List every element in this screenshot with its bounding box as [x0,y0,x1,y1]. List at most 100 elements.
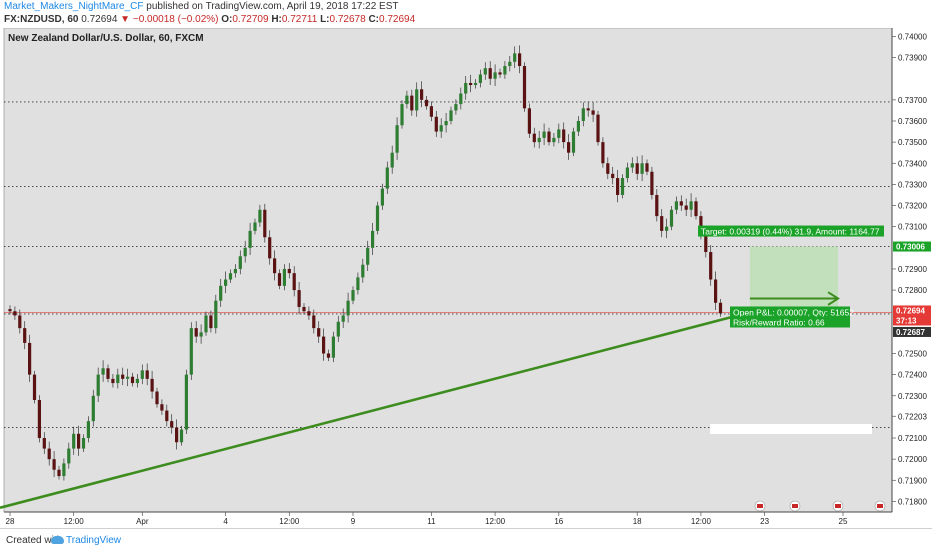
candle [57,465,61,480]
open-label: O: [221,14,233,25]
candle [562,122,566,149]
chart-area[interactable]: New Zealand Dollar/U.S. Dollar, 60, FXCM… [0,27,932,528]
price-chart[interactable]: New Zealand Dollar/U.S. Dollar, 60, FXCM… [0,27,932,528]
candle [709,245,713,286]
x-tick-label: 16 [554,517,563,526]
candle-body [336,321,340,337]
candle [346,292,350,323]
candle-body [62,463,66,477]
candle [91,389,95,427]
candle [714,271,718,310]
candle-body [96,374,100,396]
candle [611,166,615,185]
candle-body [576,120,580,132]
x-tick-label: 4 [223,517,228,526]
candle [459,87,463,110]
y-tick-label: 0.73700 [898,96,927,105]
price-tag-last: 0.72694 [896,306,925,315]
candle-body [86,421,90,439]
candle-body [204,315,208,333]
y-tick-label: 0.71900 [898,476,927,485]
candle [214,294,218,334]
candle-body [253,222,257,231]
candle [297,282,301,315]
candle-body [67,448,71,464]
low-value: 0.72678 [329,14,366,25]
candle-body [665,226,669,231]
candle-body [616,178,620,195]
low-label: L: [320,14,330,25]
candle [596,110,600,146]
tradingview-link[interactable]: TradingView [66,535,122,546]
candle [155,387,159,408]
candle [219,278,223,307]
candle-body [307,311,311,316]
candle [645,159,649,176]
candle-body [243,247,247,257]
candle-body [704,235,708,253]
candle-body [400,104,404,126]
candle-body [52,459,56,470]
candle-body [625,167,629,179]
candle-body [150,378,154,392]
candle-body [415,89,419,111]
x-tick-label: 18 [633,517,642,526]
candle [77,425,81,456]
event-flag-stripe [835,504,841,508]
candle-body [361,264,365,278]
candle-body [13,311,17,316]
candle [547,127,551,146]
candle-body [684,205,688,210]
candle [518,45,522,74]
candle-body [380,188,384,206]
y-tick-label: 0.72500 [898,349,927,358]
change-value: −0.00018 (−0.02%) [132,14,219,25]
candle [439,118,443,138]
candle-body [518,53,522,67]
author-link[interactable]: Market_Makers_NightMare_CF [4,1,144,12]
candle [47,441,51,466]
candle-body [219,285,223,301]
candle-body [611,173,615,179]
candle-body [469,82,473,86]
candle-body [674,201,678,210]
chart-title: New Zealand Dollar/U.S. Dollar, 60, FXCM [8,33,204,44]
candle [67,442,71,469]
x-tick-label: 23 [760,517,769,526]
candle [483,62,487,80]
candle-body [297,290,301,307]
candle [464,75,468,100]
candle [371,222,375,256]
candle-body [77,433,81,449]
candle [209,310,213,333]
candle [258,204,262,227]
candle [62,458,66,481]
candle [23,321,27,350]
candle [557,123,561,144]
candle [263,203,267,243]
y-tick-label: 0.72203 [898,412,927,421]
candle-body [498,72,502,75]
candle [228,269,233,283]
candle [292,266,296,297]
candle-body [326,353,331,358]
candle-body [72,433,76,449]
projection-arrow-head [827,291,840,306]
candle [189,322,193,380]
candle [233,264,237,278]
candle [390,145,394,174]
candle [96,367,100,403]
candle [18,309,22,334]
event-flag-icon [832,500,844,512]
candle-body [111,378,115,384]
candle-body [23,328,27,343]
candle-body [689,201,693,210]
candle [184,369,188,434]
candle-body [669,209,674,227]
candle-body [121,374,125,379]
candle-body [444,120,448,126]
candle-body [160,404,164,411]
candle [361,258,365,283]
candle [126,368,130,387]
y-tick-label: 0.73100 [898,223,927,232]
